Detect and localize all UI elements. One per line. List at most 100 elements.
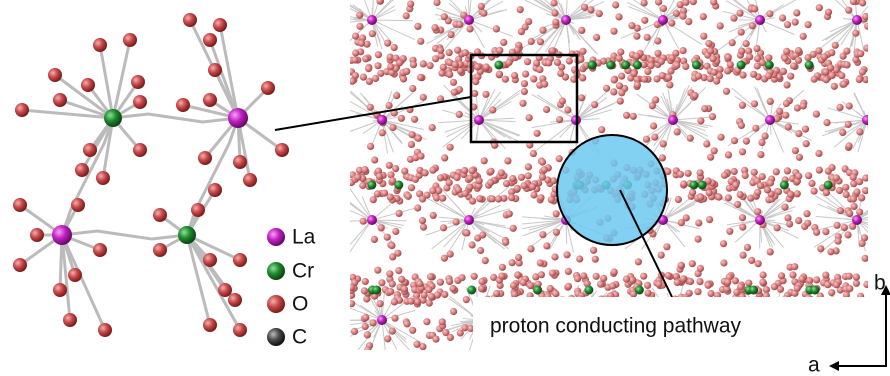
atom [478, 3, 485, 10]
atom [401, 285, 408, 292]
atom [527, 282, 534, 289]
atom [367, 104, 374, 111]
atom [437, 174, 444, 181]
atom [530, 191, 537, 198]
atom [734, 201, 741, 208]
atom [751, 5, 758, 12]
bond [857, 20, 864, 53]
atom [654, 37, 661, 44]
atom [697, 265, 704, 272]
atom [81, 78, 95, 92]
atom [707, 154, 714, 161]
legend-swatch [267, 228, 285, 246]
atom [823, 189, 830, 196]
atom [844, 61, 851, 68]
atom [447, 144, 454, 151]
atom [579, 74, 586, 81]
atom [732, 277, 739, 284]
atom [565, 268, 572, 275]
atom [387, 63, 394, 70]
atom [377, 115, 387, 125]
atom [440, 64, 447, 71]
legend-label: O [292, 293, 308, 316]
atom [471, 273, 478, 280]
atom [476, 177, 483, 184]
atom [852, 215, 862, 225]
atom [261, 81, 275, 95]
atom [706, 216, 713, 223]
atom [408, 298, 415, 305]
atom [476, 195, 483, 202]
atom [464, 215, 474, 225]
legend-label: C [292, 326, 307, 349]
atom [658, 15, 668, 25]
atom [779, 14, 786, 21]
atom [610, 88, 617, 95]
atom [816, 4, 823, 11]
atom [389, 253, 396, 260]
atom [673, 10, 680, 17]
atom [503, 180, 510, 187]
atom [833, 281, 840, 288]
atom [711, 147, 718, 154]
atom [428, 293, 435, 300]
atom [754, 62, 761, 69]
atom [527, 245, 534, 252]
bond [857, 188, 890, 220]
atom [391, 44, 398, 51]
atom [457, 329, 464, 336]
atom [845, 121, 852, 128]
atom [815, 150, 822, 157]
atom [203, 33, 217, 47]
atom [360, 74, 367, 81]
atom [794, 285, 801, 292]
atom [749, 22, 756, 29]
atom [464, 15, 474, 25]
atom [391, 298, 398, 305]
atom [695, 219, 702, 226]
atom [762, 133, 769, 140]
atom [446, 278, 453, 285]
atom [388, 242, 395, 249]
atom [764, 186, 771, 193]
atom [409, 131, 416, 138]
atom [505, 59, 512, 66]
atom [822, 68, 829, 75]
atom [828, 49, 835, 56]
atom [530, 75, 537, 82]
atom [447, 251, 454, 258]
atom [439, 318, 446, 325]
atom [690, 0, 697, 5]
atom [606, 61, 615, 70]
atom [526, 114, 533, 121]
atom [431, 24, 438, 31]
atom [696, 278, 703, 285]
atom [806, 277, 813, 284]
atom [275, 143, 289, 157]
atom [448, 31, 455, 38]
atom [660, 140, 667, 147]
atom [666, 81, 673, 88]
atom [502, 239, 509, 246]
atom [853, 188, 860, 195]
atom [723, 88, 730, 95]
atom [658, 58, 665, 65]
atom [781, 204, 788, 211]
atom [749, 286, 758, 295]
atom [458, 274, 465, 281]
bond [867, 120, 879, 125]
atom [374, 190, 381, 197]
atom [498, 273, 505, 280]
atom [858, 194, 865, 201]
atom [468, 167, 475, 174]
atom [827, 248, 834, 255]
atom [863, 45, 870, 52]
atom [449, 285, 456, 292]
atom [537, 194, 544, 201]
atom [680, 275, 687, 282]
atom [13, 258, 27, 272]
atom [672, 50, 679, 57]
atom [755, 15, 765, 25]
figure: proton conducting pathway La Cr O C b a [0, 0, 890, 376]
legend-label: La [292, 226, 316, 249]
